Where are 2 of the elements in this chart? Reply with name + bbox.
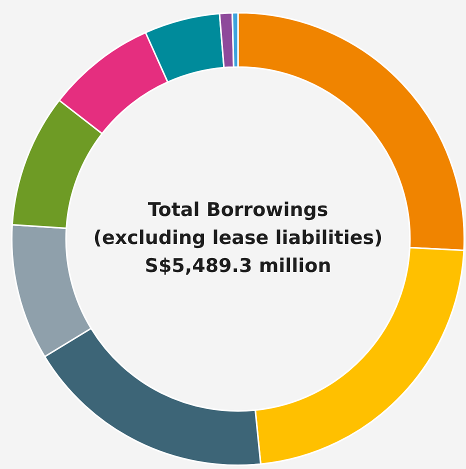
text: Total Borrowings (excluding lease liabilities) — [93, 198, 383, 249]
text: S$5,489.3 million — [144, 254, 332, 277]
